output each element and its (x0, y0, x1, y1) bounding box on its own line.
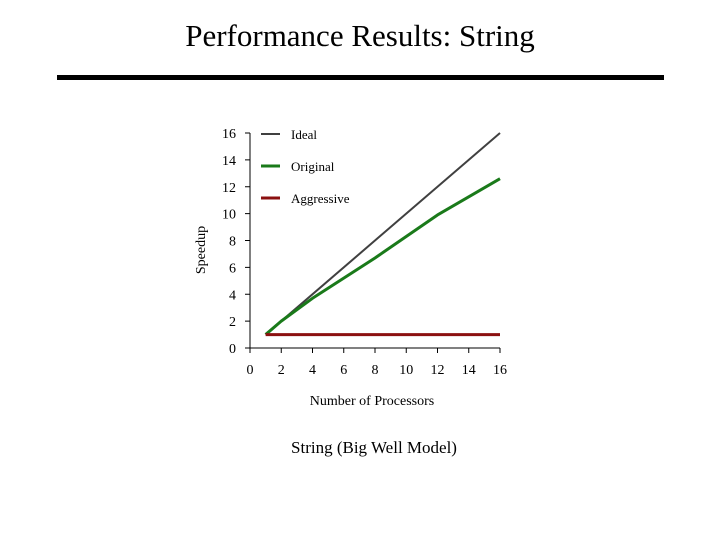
x-tick-label: 8 (372, 363, 379, 378)
series-line-original (264, 177, 501, 336)
series-layer (264, 132, 501, 337)
y-tick-label: 12 (222, 181, 236, 196)
x-tick-label: 12 (431, 363, 445, 378)
legend: Ideal Original Aggressive (261, 127, 350, 206)
legend-label-original: Original (291, 159, 335, 174)
y-tick-label: 0 (229, 342, 236, 357)
x-tick-label: 4 (309, 363, 316, 378)
x-tick-label: 0 (247, 363, 254, 378)
legend-label-aggressive: Aggressive (291, 191, 350, 206)
x-tick-label: 14 (462, 363, 476, 378)
y-tick-label: 8 (229, 235, 236, 250)
x-tick-label: 6 (340, 363, 347, 378)
title-divider (57, 75, 664, 80)
x-tick-label: 16 (493, 363, 507, 378)
series-line-ideal (264, 132, 501, 336)
y-tick-label: 2 (229, 315, 236, 330)
x-axis-label: Number of Processors (310, 394, 434, 409)
slide-title: Performance Results: String (185, 18, 535, 53)
y-tick-label: 14 (222, 154, 236, 169)
x-axis: 0 2 4 6 8 10 12 14 16 (247, 347, 507, 378)
x-tick-label: 10 (399, 363, 413, 378)
y-tick-label: 10 (222, 208, 236, 223)
y-tick-label: 4 (229, 288, 236, 303)
chart-title: String (Big Well Model) (291, 438, 457, 457)
y-tick-label: 6 (229, 261, 236, 276)
legend-label-ideal: Ideal (291, 127, 317, 142)
y-axis-label: Speedup (194, 226, 209, 274)
y-axis: 0 2 4 6 8 10 12 14 16 (222, 127, 251, 357)
x-tick-label: 2 (278, 363, 285, 378)
y-tick-label: 16 (222, 127, 236, 142)
